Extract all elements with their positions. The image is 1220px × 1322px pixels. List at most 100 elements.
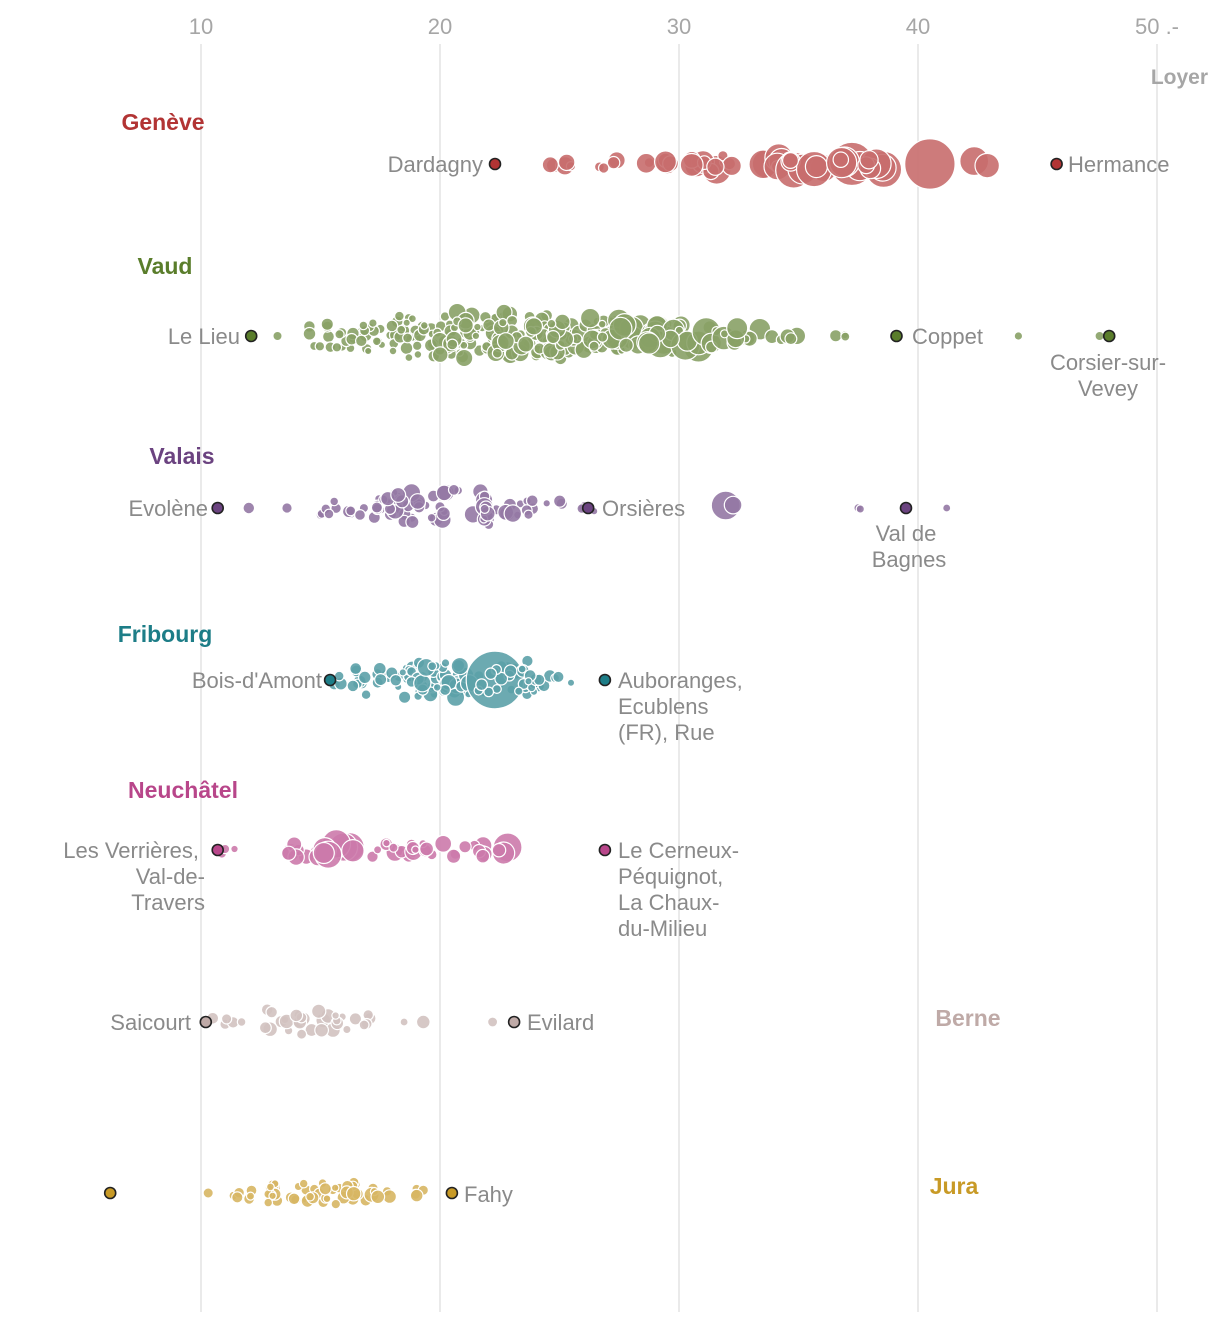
commune-bubble bbox=[263, 1197, 274, 1208]
canton-bubbles bbox=[272, 302, 1105, 368]
commune-bubble bbox=[726, 317, 749, 340]
commune-bubble bbox=[457, 317, 474, 334]
canton-bubbles bbox=[215, 829, 523, 869]
commune-label: Evilard bbox=[527, 1010, 594, 1035]
commune-bubble bbox=[314, 340, 326, 352]
commune-label: Orsières bbox=[602, 496, 685, 521]
commune-label: Bois-d'Amont bbox=[192, 668, 322, 693]
commune-bubble bbox=[320, 317, 334, 331]
commune-label: Travers bbox=[131, 890, 205, 915]
commune-bubble bbox=[859, 150, 879, 170]
commune-bubble bbox=[281, 502, 293, 514]
commune-bubble bbox=[302, 326, 317, 341]
highlight-point bbox=[323, 673, 337, 687]
highlight-point bbox=[581, 501, 595, 515]
commune-bubble bbox=[904, 138, 956, 190]
commune-bubble bbox=[242, 501, 256, 515]
highlight-point bbox=[598, 673, 612, 687]
commune-bubble bbox=[597, 162, 610, 174]
commune-bubble bbox=[236, 1017, 247, 1027]
commune-bubble bbox=[322, 1194, 332, 1204]
commune-bubble bbox=[409, 493, 427, 510]
commune-bubble bbox=[331, 341, 343, 353]
commune-bubble bbox=[272, 330, 283, 342]
commune-bubble bbox=[1094, 330, 1105, 342]
commune-bubble bbox=[445, 848, 462, 865]
commune-bubble bbox=[385, 319, 399, 333]
commune-bubble bbox=[436, 506, 451, 521]
highlight-point bbox=[507, 1015, 521, 1029]
commune-bubble bbox=[389, 673, 403, 687]
commune-bubble bbox=[855, 504, 866, 514]
commune-bubble bbox=[446, 338, 459, 351]
highlight-point bbox=[890, 329, 903, 343]
commune-bubble bbox=[349, 662, 363, 676]
commune-label: Val-de- bbox=[136, 864, 205, 889]
commune-bubble bbox=[258, 1021, 272, 1035]
commune-bubble bbox=[542, 498, 552, 508]
commune-bubble bbox=[230, 844, 239, 854]
canton-bubbles bbox=[327, 650, 576, 710]
commune-bubble bbox=[413, 674, 432, 693]
highlight-point bbox=[1050, 157, 1063, 171]
commune-bubble bbox=[265, 1005, 278, 1019]
commune-bubble bbox=[330, 1198, 342, 1210]
commune-label: du-Milieu bbox=[618, 916, 707, 941]
commune-bubble bbox=[331, 1011, 340, 1020]
commune-bubble bbox=[382, 838, 391, 848]
highlight-point bbox=[598, 843, 612, 857]
highlight-point bbox=[445, 1186, 459, 1200]
commune-bubble bbox=[503, 664, 518, 678]
commune-bubble bbox=[388, 346, 398, 356]
commune-label: Dardagny bbox=[388, 152, 483, 177]
commune-bubble bbox=[202, 1187, 214, 1199]
canton-label: Genève bbox=[121, 109, 204, 135]
commune-bubble bbox=[635, 152, 657, 174]
commune-label: Vevey bbox=[1078, 376, 1138, 401]
commune-label: (FR), Rue bbox=[618, 720, 715, 745]
commune-bubble bbox=[404, 353, 414, 363]
commune-bubble bbox=[409, 1188, 424, 1203]
commune-bubble bbox=[427, 661, 438, 672]
commune-bubble bbox=[245, 1191, 256, 1201]
commune-label: Les Verrières, bbox=[63, 838, 199, 863]
commune-bubble bbox=[419, 321, 429, 330]
commune-bubble bbox=[1013, 331, 1024, 341]
commune-bubble bbox=[405, 514, 420, 530]
commune-bubble bbox=[373, 845, 383, 855]
commune-bubble bbox=[942, 503, 952, 513]
commune-bubble bbox=[432, 683, 442, 692]
commune-bubble bbox=[334, 329, 345, 340]
commune-bubble bbox=[491, 842, 507, 858]
commune-bubble bbox=[231, 1191, 244, 1204]
commune-bubble bbox=[637, 332, 661, 355]
commune-bubble bbox=[426, 512, 437, 523]
commune-bubble bbox=[541, 156, 559, 174]
commune-label: Saicourt bbox=[110, 1010, 191, 1035]
commune-bubble bbox=[503, 504, 523, 523]
commune-bubble bbox=[354, 334, 368, 348]
commune-bubble bbox=[653, 150, 677, 174]
axis-title: Loyer bbox=[1151, 66, 1208, 89]
commune-bubble bbox=[523, 509, 534, 520]
commune-bubble bbox=[323, 508, 335, 520]
commune-bubble bbox=[554, 313, 571, 331]
commune-bubble bbox=[804, 155, 829, 179]
commune-bubble bbox=[450, 656, 469, 676]
commune-bubble bbox=[475, 678, 489, 692]
commune-bubble bbox=[314, 1022, 330, 1038]
commune-bubble bbox=[471, 331, 481, 341]
commune-bubble bbox=[348, 1012, 363, 1026]
commune-bubble bbox=[399, 341, 414, 356]
commune-bubble bbox=[402, 318, 411, 327]
commune-bubble bbox=[345, 1185, 362, 1202]
canton-label: Valais bbox=[149, 443, 214, 469]
canton-bubbles bbox=[206, 1003, 499, 1040]
commune-label: Péquignot, bbox=[618, 864, 723, 889]
commune-bubble bbox=[330, 1183, 340, 1193]
gridlines bbox=[200, 44, 1158, 1312]
commune-bubble bbox=[342, 1024, 352, 1035]
commune-bubble bbox=[679, 152, 704, 177]
commune-bubble bbox=[358, 1019, 370, 1031]
